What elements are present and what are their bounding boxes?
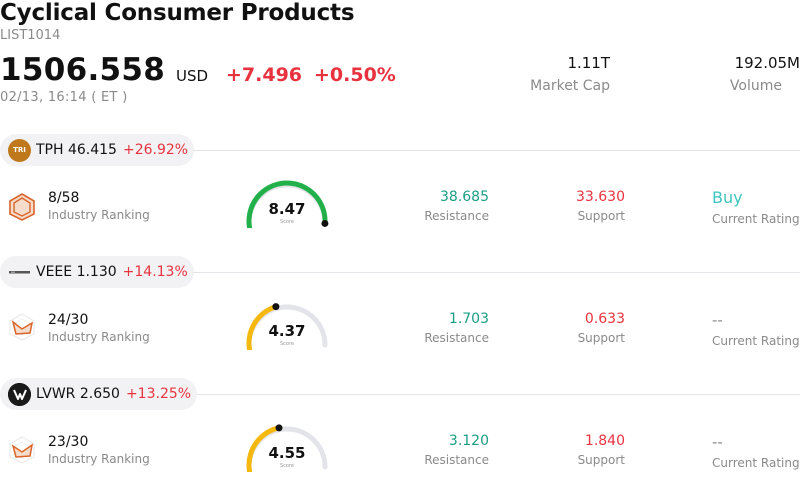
timestamp: 02/13, 16:14 ( ET ): [0, 90, 128, 105]
current-rating-value: --: [712, 311, 723, 329]
score-gauge: 4.37 Score: [246, 303, 328, 350]
divider: [193, 272, 800, 273]
divider: [197, 394, 800, 395]
ticker-price: LVWR 2.650: [36, 386, 120, 402]
industry-ranking-value: 24/30: [48, 312, 89, 328]
score-value: 4.55: [268, 444, 305, 462]
stock-pill-tph[interactable]: TRI TPH 46.415 +26.92%: [0, 134, 195, 166]
support-label: Support: [577, 209, 625, 223]
support-label: Support: [577, 331, 625, 345]
industry-ranking-label: Industry Ranking: [48, 208, 150, 222]
gauge-fill: [246, 180, 328, 228]
current-rating-value: --: [712, 433, 723, 451]
price-change: +7.496: [226, 64, 303, 86]
current-rating-label: Current Rating: [712, 212, 800, 226]
industry-ranking-label: Industry Ranking: [48, 452, 150, 466]
price-change-percent: +0.50%: [314, 64, 396, 86]
score-gauge: 4.55 Score: [246, 424, 328, 472]
company-logo-icon: TRI: [8, 138, 31, 162]
score-value: 8.47: [268, 200, 305, 218]
stock-pill-lvwr[interactable]: LVWR 2.650 +13.25%: [0, 378, 198, 410]
industry-ranking-value: 8/58: [48, 190, 80, 206]
score-label: Score: [280, 463, 294, 469]
gauge-fill: [246, 425, 282, 472]
volume-value: 192.05M: [734, 54, 800, 72]
gauge-marker: [321, 219, 329, 227]
stock-pill-veee[interactable]: VEEE 1.130 +14.13%: [0, 256, 194, 288]
support-label: Support: [577, 453, 625, 467]
ranking-hexagon-icon: [9, 193, 35, 221]
volume-label: Volume: [729, 78, 782, 94]
index-code: LIST1014: [0, 28, 61, 43]
score-label: Score: [280, 219, 294, 225]
gauge-marker: [275, 424, 283, 432]
page-title: Cyclical Consumer Products: [0, 0, 355, 26]
score-value: 4.37: [268, 322, 305, 340]
ticker-price: VEEE 1.130: [36, 264, 117, 280]
current-rating-label: Current Rating: [712, 456, 800, 470]
ticker-change-percent: +13.25%: [125, 386, 192, 402]
resistance-value: 38.685: [440, 189, 489, 205]
market-cap-value: 1.11T: [567, 54, 610, 72]
current-rating-value: Buy: [712, 188, 743, 207]
index-price: 1506.558: [0, 52, 166, 88]
score-gauge: 8.47 Score: [246, 180, 329, 228]
ticker-price: TPH 46.415: [36, 142, 117, 158]
score-label: Score: [280, 341, 294, 347]
resistance-label: Resistance: [424, 209, 489, 223]
resistance-value: 1.703: [448, 311, 489, 327]
ranking-radar-icon: [9, 436, 35, 464]
industry-ranking-label: Industry Ranking: [48, 330, 150, 344]
logo-text: TRI: [13, 146, 26, 154]
ticker-change-percent: +14.13%: [122, 264, 188, 280]
current-rating-label: Current Rating: [712, 334, 800, 348]
market-cap-label: Market Cap: [530, 78, 610, 94]
lvwr-logo-icon: [8, 382, 31, 406]
resistance-value: 3.120: [448, 433, 489, 449]
support-value: 33.630: [576, 189, 625, 205]
ticker-change-percent: +26.92%: [122, 142, 189, 158]
resistance-label: Resistance: [424, 331, 489, 345]
veee-logo-icon: [9, 270, 30, 273]
divider: [193, 150, 800, 151]
resistance-label: Resistance: [424, 453, 489, 467]
company-logo-icon: [8, 261, 31, 284]
support-value: 1.840: [584, 433, 625, 449]
currency-label: USD: [176, 67, 209, 85]
ranking-radar-icon: [9, 313, 35, 341]
support-value: 0.633: [584, 311, 625, 327]
gauge-fill: [246, 304, 279, 350]
company-logo-icon: [8, 382, 31, 406]
gauge-marker: [272, 303, 280, 311]
industry-ranking-value: 23/30: [48, 434, 89, 450]
